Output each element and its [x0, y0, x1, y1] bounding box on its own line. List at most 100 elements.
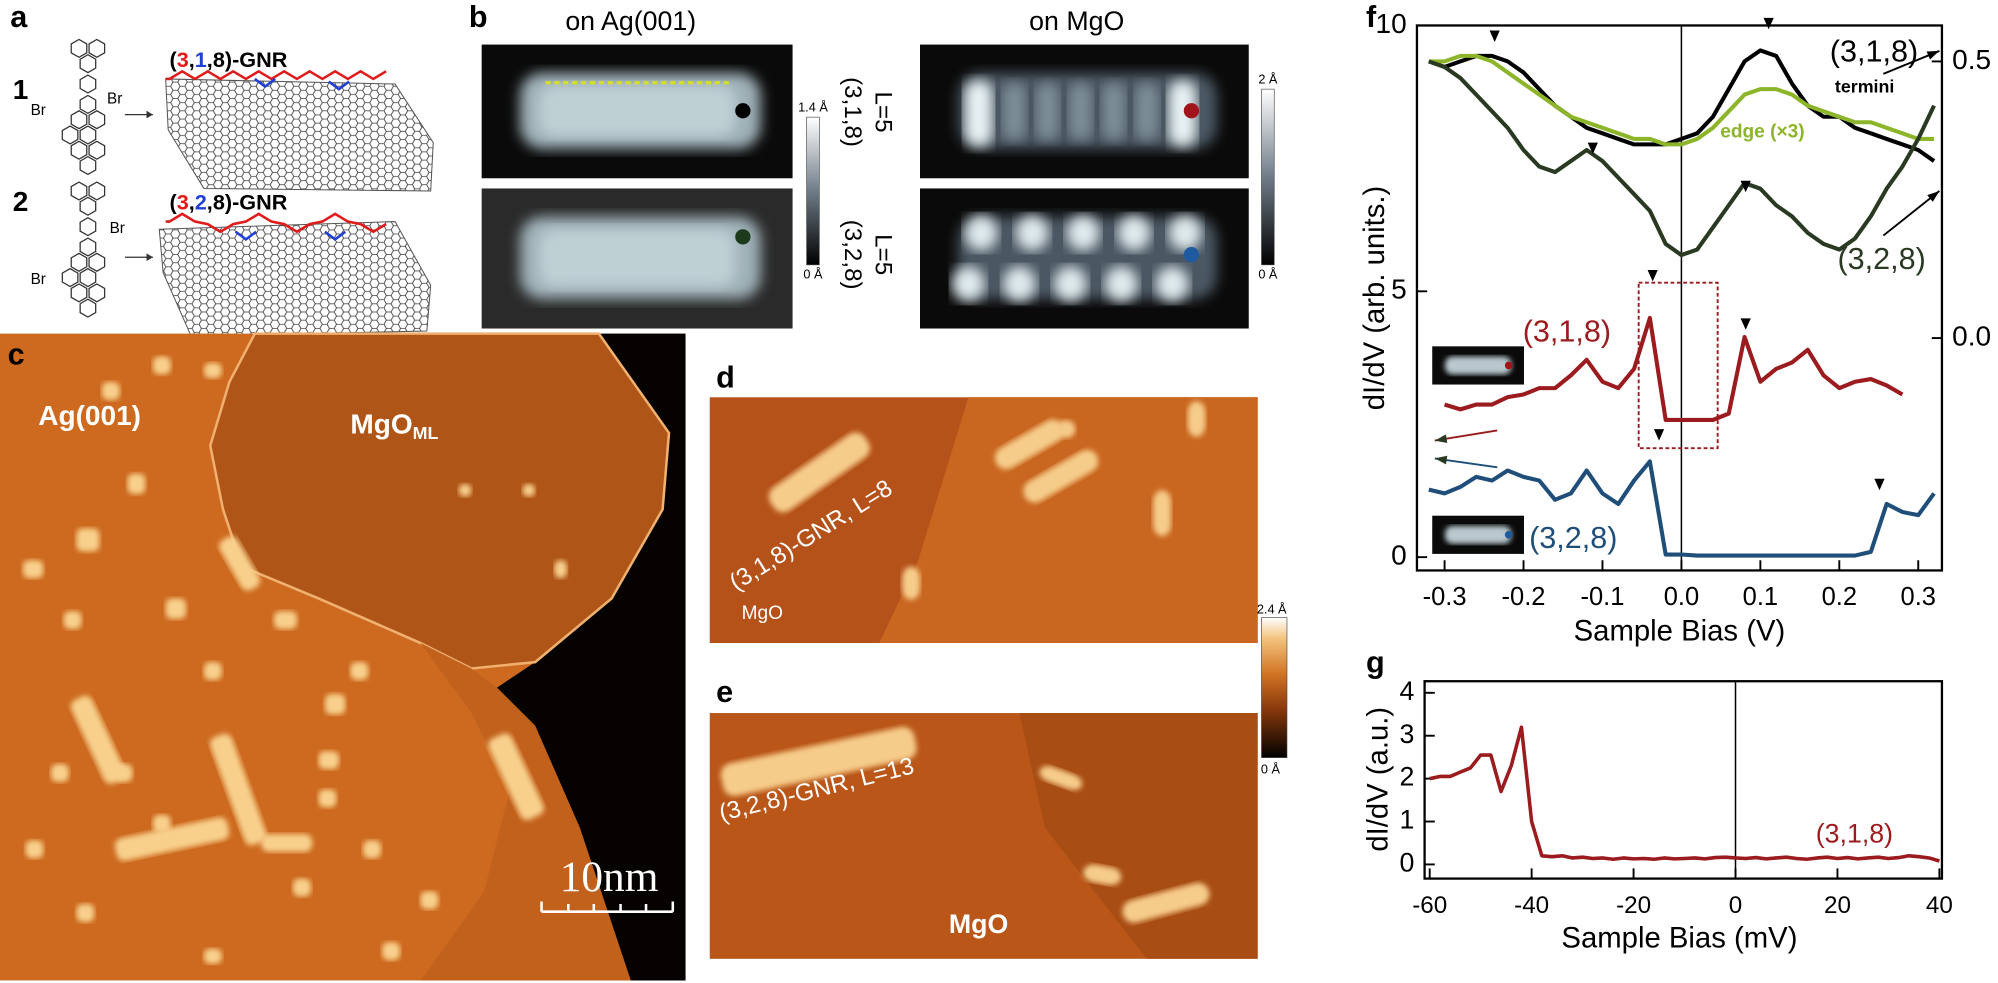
- peak-marker: [1647, 269, 1658, 282]
- lobe: [1135, 82, 1159, 141]
- gnr-island: [22, 560, 44, 579]
- inset-ribbon: [1444, 525, 1512, 544]
- gnr-island: [63, 611, 82, 630]
- gnr-island: [25, 840, 44, 859]
- lobe: [1002, 266, 1036, 302]
- panel-label: g: [1366, 646, 1385, 680]
- gnr-title: (3,1,8)-GNR: [169, 47, 287, 72]
- scale-bar-label: 10nm: [560, 853, 659, 901]
- ring: [70, 110, 88, 130]
- x-tick-label: 0.3: [1901, 583, 1936, 611]
- y-tick-label: 4: [1400, 676, 1415, 706]
- x-tick-label: -0.2: [1502, 583, 1546, 611]
- y-tick-label: 10: [1376, 8, 1407, 39]
- inset-tip: [1504, 361, 1513, 370]
- tip-position: [735, 229, 751, 245]
- peak-marker: [1587, 142, 1598, 155]
- lobe: [1053, 266, 1087, 302]
- ring: [79, 54, 97, 74]
- gnr-island: [318, 789, 337, 808]
- lobe: [1168, 215, 1202, 251]
- x-tick-label: 0.2: [1822, 583, 1857, 611]
- gnr: [720, 726, 917, 797]
- axis-arrow-head: [1434, 455, 1448, 465]
- axis-arrow-head: [1434, 434, 1448, 443]
- chart: -0.3 -0.2 -0.1 0.0 0.1 0.2 0.3 0 5 10 0.0 0.5 Sample…: [1358, 8, 1991, 648]
- gnr-long: [219, 536, 260, 591]
- column-title: on MgO: [1029, 6, 1124, 36]
- gnr: [1187, 401, 1206, 437]
- panel-b: b on Ag(001) on MgO(3,1,8) L=5(3,2,8) L=51.4…: [469, 0, 1278, 329]
- gnr-title-part: ,: [189, 47, 195, 72]
- gnr: [994, 419, 1065, 470]
- panel-label: b: [469, 0, 488, 34]
- gnr-long: [488, 733, 544, 820]
- colorbar-label: 0 Å: [1258, 266, 1278, 281]
- region-subscript: ML: [413, 423, 439, 443]
- y-tick-label: 0: [1400, 847, 1415, 877]
- y-axis-title: dI/dV (arb. units.): [1358, 186, 1391, 411]
- lobe: [1015, 215, 1049, 251]
- x-axis-title: Sample Bias (V): [1574, 615, 1786, 648]
- bromine: Br: [107, 90, 122, 107]
- lobe: [1102, 82, 1126, 141]
- peak-marker: [1740, 318, 1751, 330]
- gnr: [1083, 864, 1122, 886]
- gnr-title-part: ,8)-GNR: [207, 47, 288, 72]
- column-title: on Ag(001): [565, 6, 696, 36]
- region-name: MgO: [350, 409, 412, 440]
- ring: [70, 181, 88, 201]
- panel-label: e: [716, 675, 733, 709]
- y-tick-label: 1: [1400, 805, 1415, 835]
- ring: [88, 283, 106, 303]
- x-tick-label: -60: [1412, 892, 1447, 919]
- ring: [70, 140, 88, 160]
- gnr: [768, 432, 870, 513]
- plot-frame: [1423, 680, 1944, 880]
- gnr-island: [420, 891, 439, 910]
- lobe: [1035, 82, 1059, 141]
- plot-frame: [1415, 24, 1944, 572]
- series-label: edge (×3): [1720, 121, 1804, 142]
- gnr-island: [152, 356, 171, 375]
- ring: [79, 217, 97, 237]
- x-tick-label: 0.1: [1743, 583, 1778, 611]
- bromine: Br: [31, 271, 46, 288]
- row-length: L=5: [869, 234, 896, 275]
- gnr-island: [203, 362, 222, 379]
- molecule-number: 1: [13, 74, 29, 105]
- black-region: [496, 333, 686, 981]
- colorbar-label: 2.4 Å: [1257, 601, 1287, 616]
- ring: [79, 125, 97, 145]
- lobe: [1002, 82, 1026, 141]
- panel-label: a: [10, 0, 28, 34]
- inset-ribbon: [1444, 356, 1512, 375]
- row-name: (3,2,8): [839, 220, 866, 290]
- gnr: [1057, 420, 1076, 439]
- ring: [88, 110, 106, 130]
- series-line: [1428, 48, 1936, 163]
- gnr-island: [203, 662, 222, 680]
- gnr-island: [458, 483, 472, 497]
- series-line: [1428, 459, 1936, 558]
- peak-marker: [1489, 30, 1500, 43]
- y2-tick-label: 0.5: [1952, 44, 1991, 75]
- tip-position: [735, 103, 751, 119]
- panel-label: c: [8, 338, 25, 372]
- gnr-island: [554, 560, 568, 579]
- gnr-title-part: 3: [177, 189, 189, 214]
- zoom-box: [1637, 281, 1719, 450]
- y-axis-title: dI/dV (a.u.): [1362, 707, 1395, 852]
- y-tick-label: 2: [1400, 762, 1415, 792]
- gnr-long: [210, 733, 267, 846]
- chart-f-decorations: [1432, 17, 1940, 554]
- panel-label: f: [1366, 0, 1377, 34]
- series-label: (3,2,8): [1837, 242, 1925, 276]
- ring: [70, 252, 88, 272]
- gnr-island: [293, 878, 311, 897]
- gnr-title-part: (: [169, 189, 177, 214]
- peak-marker: [1740, 180, 1751, 193]
